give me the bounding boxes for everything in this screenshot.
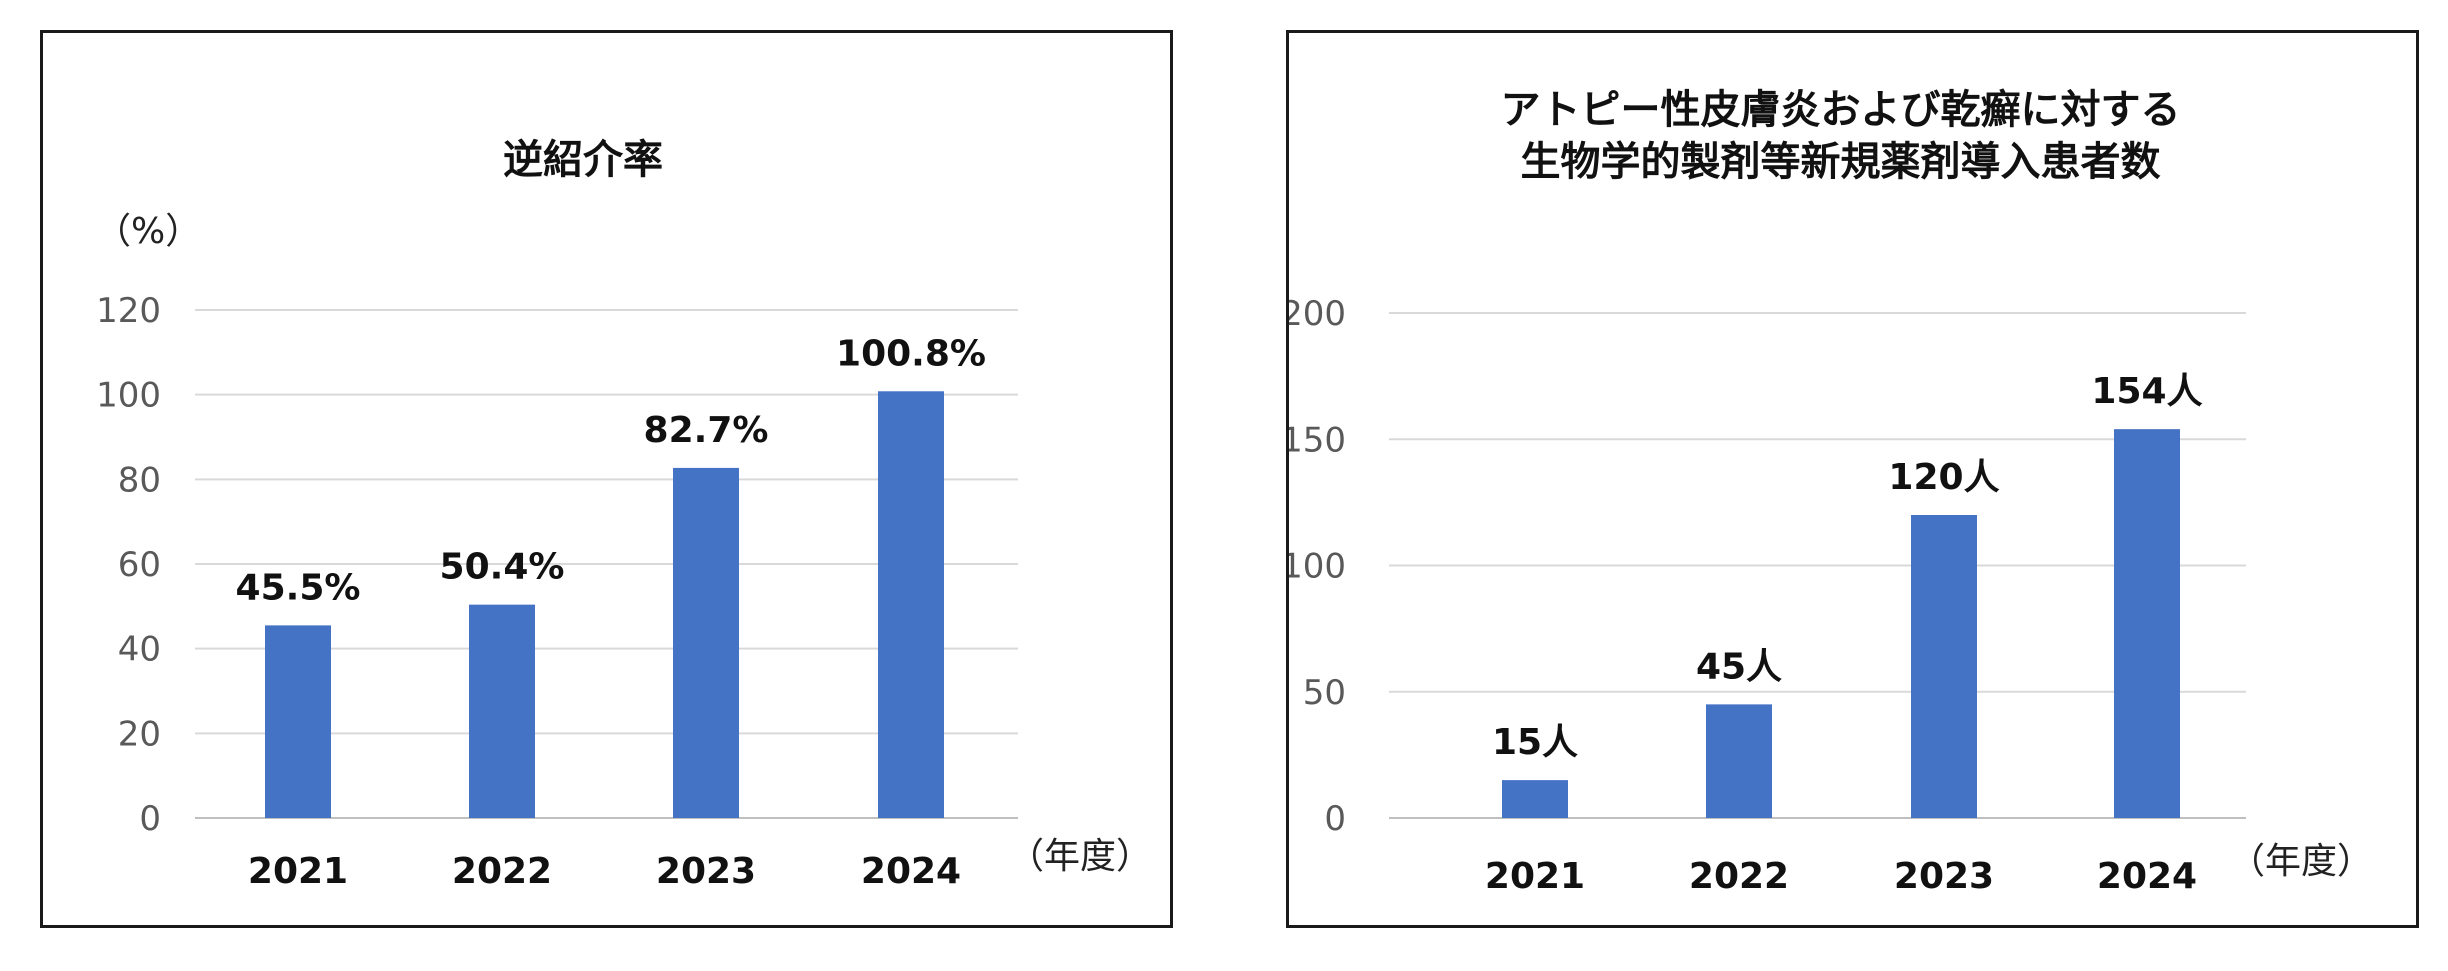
y-tick-label: 20 — [118, 714, 161, 754]
data-label: 82.7% — [644, 410, 769, 451]
data-label: 120人 — [1888, 457, 1999, 498]
x-tick-label: 2023 — [656, 851, 756, 892]
x-tick-label: 2023 — [1894, 856, 1994, 897]
y-tick-label: 100 — [1289, 547, 1346, 587]
x-tick-label: 2024 — [2097, 856, 2197, 897]
chart-title-line: 逆紹介率 — [503, 137, 663, 183]
data-label: 45.5% — [236, 567, 361, 608]
bar — [878, 391, 944, 818]
bar — [469, 604, 535, 818]
data-label: 45人 — [1696, 646, 1782, 687]
y-tick-label: 80 — [118, 460, 161, 500]
bar — [1706, 704, 1772, 818]
referral-rate-chart-svg: 逆紹介率 （%） 0 20 40 60 80 100 120 45.5% 2021 50.4% 2022… — [95, 137, 1152, 892]
x-tick-label: 2024 — [861, 851, 961, 892]
x-tick-label: 2022 — [1689, 856, 1789, 897]
chart-title-line: 生物学的製剤等新規薬剤導入患者数 — [1521, 139, 2161, 185]
data-label: 100.8% — [836, 333, 986, 374]
y-tick-label: 60 — [118, 545, 161, 585]
new-drug-patients-chart: アトピー性皮膚炎および乾癬に対する 生物学的製剤等新規薬剤導入患者数 0 50 100 1… — [1286, 30, 2419, 928]
y-tick-label: 100 — [96, 376, 161, 416]
bar — [673, 467, 739, 818]
x-axis-unit-label: （年度） — [2229, 841, 2373, 882]
x-tick-label: 2022 — [452, 851, 552, 892]
referral-rate-chart: 逆紹介率 （%） 0 20 40 60 80 100 120 45.5% 2021 50.4% 2022… — [40, 30, 1173, 928]
chart-title-line: アトピー性皮膚炎および乾癬に対する — [1501, 87, 2181, 133]
data-label: 154人 — [2091, 371, 2202, 412]
y-axis-unit-label: （%） — [95, 211, 201, 252]
x-axis-unit-label: （年度） — [1008, 836, 1152, 877]
y-tick-label: 150 — [1289, 420, 1346, 460]
bar — [1502, 780, 1568, 818]
y-tick-label: 200 — [1289, 294, 1346, 334]
y-tick-label: 0 — [1324, 799, 1346, 839]
y-tick-label: 120 — [96, 291, 161, 331]
x-tick-label: 2021 — [248, 851, 348, 892]
data-label: 50.4% — [440, 547, 565, 588]
y-tick-label: 0 — [139, 799, 161, 839]
x-tick-label: 2021 — [1485, 856, 1585, 897]
bar — [2114, 429, 2180, 818]
y-tick-label: 50 — [1303, 673, 1346, 713]
bar — [1911, 515, 1977, 818]
data-label: 15人 — [1492, 722, 1578, 763]
y-tick-label: 40 — [118, 630, 161, 670]
bar — [265, 625, 331, 818]
